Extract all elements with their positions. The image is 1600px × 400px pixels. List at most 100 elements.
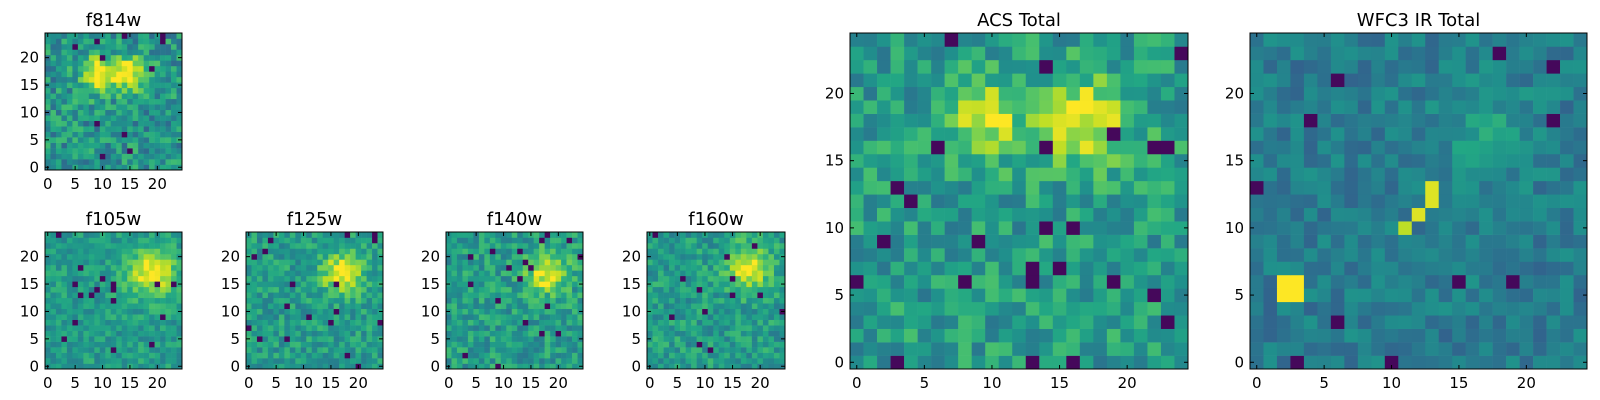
heatmap-cell xyxy=(506,275,513,282)
heatmap-cell xyxy=(251,325,258,331)
heatmap-cell xyxy=(165,126,172,132)
heatmap-cells xyxy=(1250,33,1588,370)
heatmap-cell xyxy=(256,297,263,304)
heatmap-cell xyxy=(121,352,128,359)
heatmap-cell xyxy=(1093,33,1108,47)
heatmap-cell xyxy=(300,297,307,304)
heatmap-cell xyxy=(99,237,106,244)
heatmap-cell xyxy=(322,232,329,238)
heatmap-cell xyxy=(83,87,90,94)
heatmap-cell xyxy=(561,297,567,304)
heatmap-cell xyxy=(931,33,945,47)
heatmap-cell xyxy=(1276,113,1291,128)
heatmap-cell xyxy=(251,248,258,255)
heatmap-cell xyxy=(138,319,144,326)
heatmap-cell xyxy=(944,140,959,155)
heatmap-cell xyxy=(658,248,664,255)
heatmap-cell xyxy=(1025,288,1040,303)
heatmap-cell xyxy=(877,33,891,47)
heatmap-cell xyxy=(55,303,62,310)
heatmap-cell xyxy=(718,242,725,249)
heatmap-cell xyxy=(355,270,362,277)
heatmap-cell xyxy=(317,232,324,238)
heatmap-cell xyxy=(289,319,296,326)
heatmap-cell xyxy=(773,336,780,342)
heatmap-cell xyxy=(1052,301,1067,316)
heatmap-cell xyxy=(863,328,878,343)
heatmap-cell xyxy=(451,259,458,266)
heatmap-cell xyxy=(1250,86,1264,101)
heatmap-cell xyxy=(138,126,144,132)
heatmap-cell xyxy=(669,303,675,310)
y-tick-label: 15 xyxy=(421,275,440,293)
heatmap-cell xyxy=(105,259,112,266)
heatmap-cell xyxy=(850,221,864,235)
heatmap-cell xyxy=(50,153,57,160)
heatmap-cell xyxy=(165,308,172,315)
heatmap-cell xyxy=(680,248,686,255)
heatmap-cell xyxy=(149,314,155,320)
heatmap-cell xyxy=(94,292,101,299)
heatmap-cell xyxy=(154,237,161,244)
heatmap-cell xyxy=(740,286,747,293)
heatmap-cell xyxy=(971,207,986,222)
y-tick-label: 0 xyxy=(1234,353,1244,371)
heatmap-cell xyxy=(998,315,1013,329)
heatmap-cell xyxy=(1174,167,1189,182)
heatmap-cell xyxy=(1546,301,1561,316)
heatmap-cell xyxy=(256,292,263,299)
heatmap-cell xyxy=(300,325,307,331)
heatmap-cell xyxy=(45,325,51,331)
heatmap-cell xyxy=(1452,355,1466,370)
heatmap-cell xyxy=(484,242,491,249)
heatmap-cell xyxy=(289,264,296,271)
heatmap-cell xyxy=(1160,248,1175,262)
heatmap-cell xyxy=(998,113,1013,128)
heatmap-cell xyxy=(944,59,959,74)
heatmap-cell xyxy=(890,221,905,235)
heatmap-cell xyxy=(94,253,101,260)
heatmap-cell xyxy=(66,71,73,78)
heatmap-cell xyxy=(171,54,177,61)
heatmap-cell xyxy=(99,76,106,83)
heatmap-cell xyxy=(773,303,780,310)
heatmap-cell xyxy=(1411,73,1426,88)
heatmap-cell xyxy=(344,270,351,277)
heatmap-cell xyxy=(572,341,578,348)
heatmap-cell xyxy=(1506,167,1520,182)
heatmap-cell xyxy=(577,237,584,244)
heatmap-cell xyxy=(1012,328,1027,343)
heatmap-cell xyxy=(768,270,775,277)
heatmap-cell xyxy=(154,314,161,320)
heatmap-cell xyxy=(773,352,780,359)
heatmap-cell xyxy=(1290,167,1305,182)
heatmap-cell xyxy=(1573,342,1588,356)
heatmap-cell xyxy=(1174,180,1189,195)
heatmap-cell xyxy=(1425,86,1440,101)
heatmap-cell xyxy=(462,325,469,331)
heatmap-cell xyxy=(66,358,73,364)
heatmap-cell xyxy=(735,248,742,255)
heatmap-cell xyxy=(154,281,161,288)
heatmap-cell xyxy=(740,314,747,320)
heatmap-cell xyxy=(506,264,513,271)
heatmap-cell xyxy=(1452,342,1466,356)
heatmap-cell xyxy=(746,352,753,359)
heatmap-cell xyxy=(456,314,463,320)
heatmap-cell xyxy=(154,319,161,326)
heatmap-cell xyxy=(1411,59,1426,74)
heatmap-cell xyxy=(1330,33,1345,47)
heatmap-cell xyxy=(83,347,90,353)
heatmap-cell xyxy=(45,142,51,149)
heatmap-cell xyxy=(1465,73,1480,88)
heatmap-cell xyxy=(300,259,307,266)
heatmap-cell xyxy=(1317,342,1332,356)
heatmap-cell xyxy=(495,330,502,337)
heatmap-cell xyxy=(467,281,474,288)
heatmap-cell xyxy=(306,363,313,370)
axes-frame xyxy=(44,231,183,370)
heatmap-cell xyxy=(138,308,144,315)
heatmap-cell xyxy=(658,297,664,304)
heatmap-cell xyxy=(467,308,474,315)
